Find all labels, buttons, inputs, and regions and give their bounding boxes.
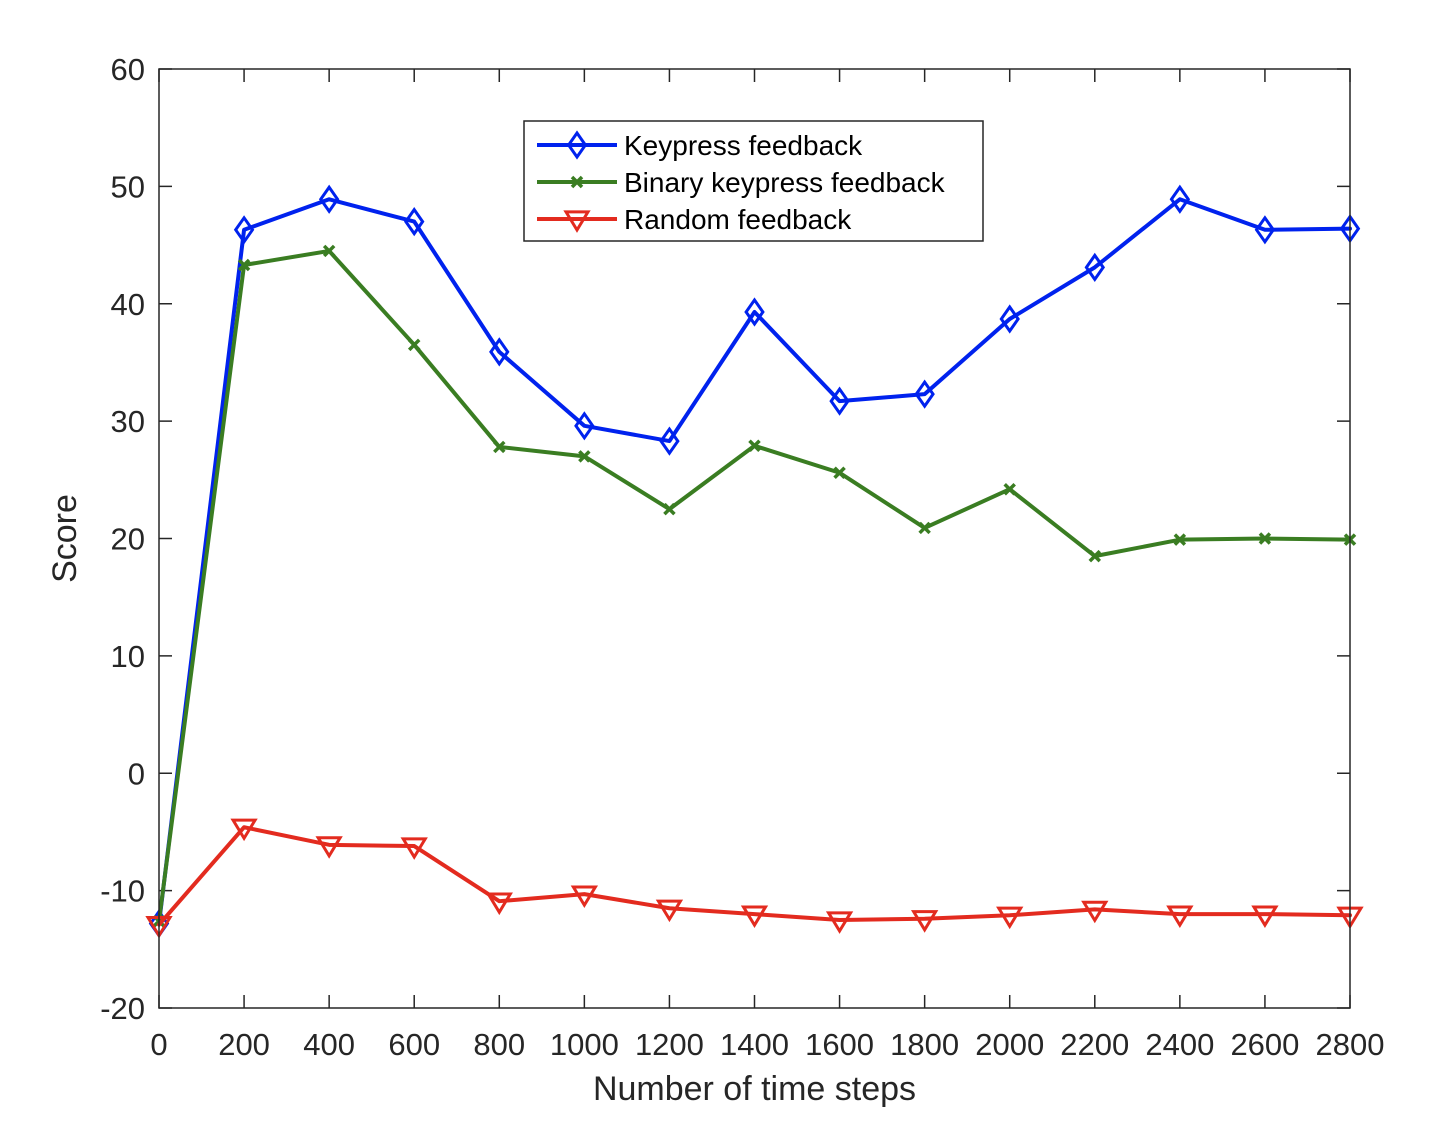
x-axis-label: Number of time steps xyxy=(593,1070,916,1108)
data-point xyxy=(1003,482,1016,496)
x-tick-label: 2200 xyxy=(1060,1027,1129,1062)
data-point xyxy=(407,338,421,352)
data-point xyxy=(237,258,251,272)
series-line xyxy=(157,197,1352,926)
y-tick-label: 40 xyxy=(111,287,145,322)
x-tick-label: 2800 xyxy=(1316,1027,1385,1062)
y-tick-label: -20 xyxy=(100,991,145,1026)
marker-stroke xyxy=(833,466,846,480)
data-point xyxy=(230,818,258,842)
marker-stroke xyxy=(570,175,584,189)
series-1 xyxy=(152,244,1357,928)
x-tick-label: 1800 xyxy=(890,1027,959,1062)
data-point xyxy=(663,502,676,516)
data-point xyxy=(655,899,684,923)
marker-stroke xyxy=(578,450,591,463)
data-point xyxy=(233,215,255,245)
data-point xyxy=(1169,184,1191,214)
data-point xyxy=(1258,532,1272,545)
legend-label: Binary keypress feedback xyxy=(624,167,946,198)
data-point xyxy=(318,184,340,214)
data-point xyxy=(1173,533,1187,546)
marker-stroke xyxy=(663,502,676,516)
data-point xyxy=(829,386,850,416)
data-point xyxy=(999,304,1020,334)
legend-marker xyxy=(563,210,591,233)
data-point xyxy=(403,206,425,237)
data-point xyxy=(740,905,769,928)
x-tick-label: 0 xyxy=(150,1027,167,1062)
marker-stroke xyxy=(237,258,251,272)
series-lines xyxy=(145,184,1364,939)
data-point xyxy=(570,885,599,909)
data-point xyxy=(1088,549,1102,563)
x-tick-label: 2600 xyxy=(1230,1027,1299,1062)
data-point xyxy=(485,892,513,916)
y-tick-label: 10 xyxy=(111,639,145,674)
y-tick-label: 20 xyxy=(111,522,145,557)
y-tick-label: 0 xyxy=(128,756,145,791)
legend-item: Keypress feedback xyxy=(537,130,863,161)
tick-marks xyxy=(158,68,1351,1009)
data-point xyxy=(744,297,765,327)
data-point xyxy=(578,450,591,463)
data-point xyxy=(748,439,761,453)
series-0 xyxy=(148,184,1361,939)
marker-stroke xyxy=(322,244,336,258)
y-tick-label: 60 xyxy=(111,52,145,87)
x-tick-label: 2000 xyxy=(975,1027,1044,1062)
data-point xyxy=(910,910,939,933)
data-point xyxy=(825,911,854,934)
data-point xyxy=(489,337,510,367)
series-2 xyxy=(145,818,1364,939)
data-point xyxy=(493,440,506,454)
x-tick-label: 2400 xyxy=(1145,1027,1214,1062)
marker-stroke xyxy=(748,439,761,453)
data-point xyxy=(833,466,846,480)
marker-stroke xyxy=(1173,533,1187,546)
legend-marker xyxy=(566,130,588,160)
y-tick-label: 30 xyxy=(111,404,145,439)
data-point xyxy=(574,411,595,441)
y-tick-label: -10 xyxy=(100,874,145,909)
data-point xyxy=(659,426,680,456)
marker-stroke xyxy=(407,338,421,352)
marker-stroke xyxy=(918,521,931,535)
plot-area-frame xyxy=(158,68,1351,1009)
marker-stroke xyxy=(1003,482,1016,496)
x-tick-label: 600 xyxy=(388,1027,440,1062)
x-tick-label: 1200 xyxy=(635,1027,704,1062)
data-point xyxy=(1251,905,1279,928)
x-tick-label: 1600 xyxy=(805,1027,874,1062)
data-point xyxy=(1084,252,1106,282)
series-line xyxy=(157,825,1352,927)
data-point xyxy=(918,521,931,535)
legend: Keypress feedback Binary keypress feedbac… xyxy=(523,120,984,242)
x-tick-label: 800 xyxy=(473,1027,525,1062)
data-point xyxy=(315,836,343,859)
data-point xyxy=(1081,900,1109,924)
tick-labels: 0 200 400 600 800 1000 1200 1400 1600 1800 2000 220… xyxy=(100,52,1384,1062)
data-point xyxy=(322,244,336,258)
legend-item: Binary keypress feedback xyxy=(537,167,946,198)
x-tick-label: 1400 xyxy=(720,1027,789,1062)
legend-marker xyxy=(570,175,584,189)
data-point xyxy=(400,837,428,860)
marker-stroke xyxy=(1088,549,1102,563)
x-tick-label: 200 xyxy=(218,1027,270,1062)
x-tick-label: 400 xyxy=(303,1027,355,1062)
data-point xyxy=(1166,905,1194,928)
legend-label: Keypress feedback xyxy=(624,130,863,161)
marker-stroke xyxy=(493,440,506,454)
x-tick-label: 1000 xyxy=(550,1027,619,1062)
marker-stroke xyxy=(1258,532,1272,545)
y-tick-label: 50 xyxy=(111,169,145,204)
data-point xyxy=(996,906,1024,930)
data-point xyxy=(914,379,935,409)
y-axis-label: Score xyxy=(46,494,84,583)
data-point xyxy=(1254,215,1276,245)
legend-item: Random feedback xyxy=(537,204,852,235)
legend-label: Random feedback xyxy=(624,204,852,235)
